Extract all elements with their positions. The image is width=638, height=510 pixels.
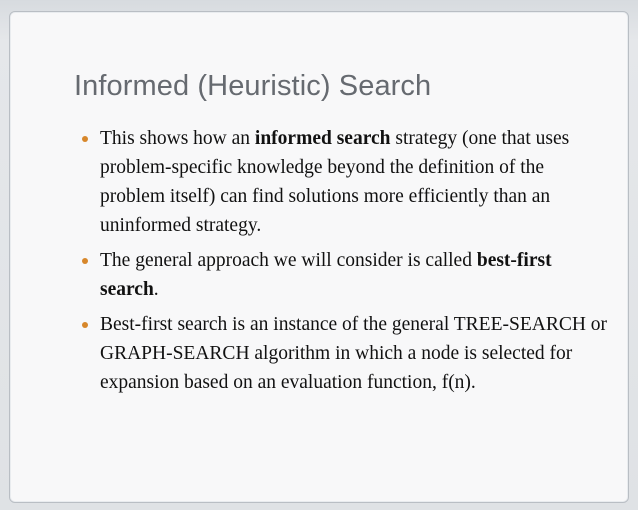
bullet-icon	[82, 258, 88, 264]
bullet-text-after: .	[153, 279, 159, 300]
bullet-text: Best-first search is an instance of the …	[100, 314, 608, 393]
slide-canvas: Informed (Heuristic) Search This shows h…	[9, 11, 629, 503]
bullet-icon	[82, 136, 88, 142]
bullet-bold-term: informed search	[254, 128, 391, 149]
slide-title: Informed (Heuristic) Search	[74, 70, 432, 102]
bullet-item-2: The general approach we will consider is…	[78, 246, 613, 304]
bullet-list: This shows how an informed search strate…	[78, 124, 613, 403]
bullet-item-3: Best-first search is an instance of the …	[78, 310, 613, 397]
bullet-text-after: strategy (one that uses problem-specific…	[100, 128, 570, 236]
bullet-text-before: The general approach we will consider is…	[100, 250, 477, 271]
bullet-icon	[82, 322, 88, 328]
bullet-bold-term: best-first search	[100, 250, 552, 300]
bullet-item-1: This shows how an informed search strate…	[78, 124, 613, 240]
bullet-text-before: This shows how an	[100, 128, 255, 149]
